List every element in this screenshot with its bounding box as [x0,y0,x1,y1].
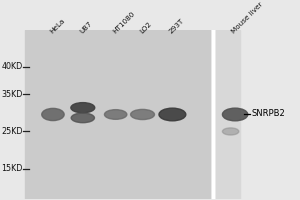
Bar [216,30,240,199]
Ellipse shape [71,113,94,123]
Text: 35KD: 35KD [1,90,23,99]
Text: U87: U87 [79,20,93,35]
Text: 25KD: 25KD [1,127,23,136]
Ellipse shape [159,108,186,121]
Ellipse shape [42,108,64,121]
Ellipse shape [130,109,154,120]
Text: Mouse liver: Mouse liver [231,1,264,35]
Ellipse shape [71,103,95,113]
Text: 293T: 293T [168,18,185,35]
Text: HT1080: HT1080 [111,10,136,35]
Ellipse shape [222,128,239,135]
Text: 40KD: 40KD [1,62,22,71]
Text: LO2: LO2 [138,21,152,35]
Ellipse shape [222,108,248,121]
Ellipse shape [104,110,127,119]
Text: HeLa: HeLa [49,18,66,35]
Text: SNRPB2: SNRPB2 [251,109,285,118]
Text: 15KD: 15KD [1,164,23,173]
Bar [25,30,210,199]
